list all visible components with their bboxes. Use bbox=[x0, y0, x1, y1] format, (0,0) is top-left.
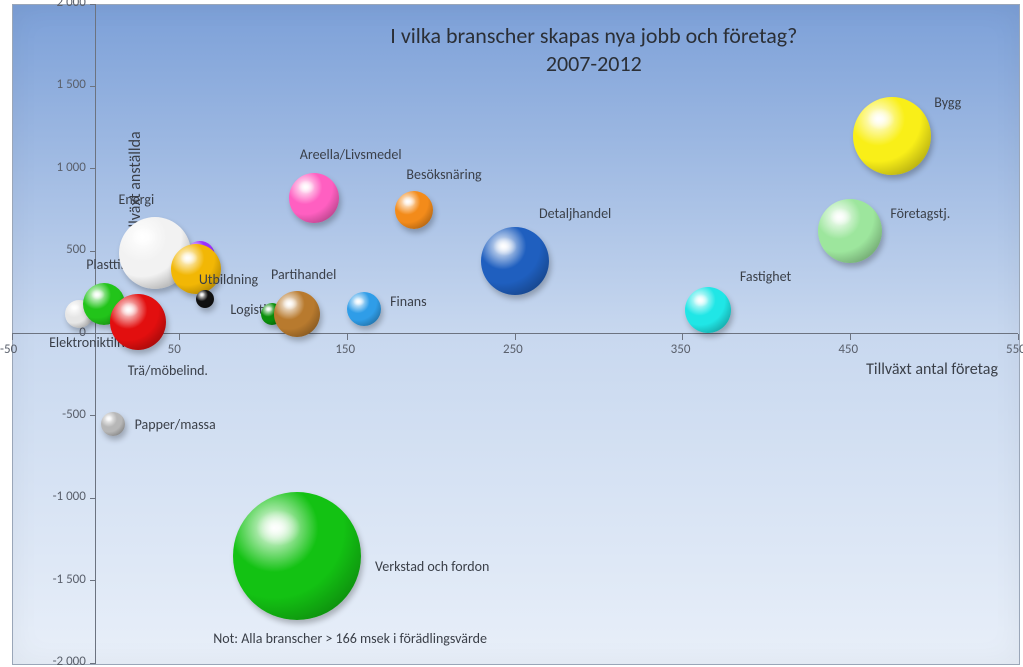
bubble bbox=[274, 291, 320, 337]
bubble bbox=[233, 492, 361, 620]
x-tick-label: 550 bbox=[1006, 342, 1023, 357]
chart-footnote: Not: Alla branscher > 166 msek i förädli… bbox=[213, 630, 487, 647]
x-axis-label: Tillväxt antal företag bbox=[866, 360, 998, 379]
bubble-label: Areella/Livsmedel bbox=[300, 146, 402, 163]
x-tick-label: 350 bbox=[671, 342, 691, 357]
y-tick-label: 1 000 bbox=[57, 160, 86, 175]
bubble-label: Papper/massa bbox=[135, 416, 216, 433]
x-tick-label: -50 bbox=[0, 342, 17, 357]
x-tick-label: 250 bbox=[503, 342, 523, 357]
chart-title-line2: 2007-2012 bbox=[546, 50, 642, 77]
y-tick-mark bbox=[90, 168, 96, 169]
y-tick-mark bbox=[90, 86, 96, 87]
x-tick-mark bbox=[12, 334, 13, 340]
bubble bbox=[818, 199, 882, 263]
bubble-label: Besöksnäring bbox=[406, 166, 481, 183]
bubble-label: Fastighet bbox=[740, 268, 791, 285]
bubble bbox=[481, 227, 549, 295]
bubble-label: Detaljhandel bbox=[539, 205, 611, 222]
bubble-label: Finans bbox=[390, 293, 427, 310]
y-tick-label: -1 000 bbox=[53, 489, 86, 504]
y-tick-label: 500 bbox=[66, 242, 86, 257]
bubble-label: Företagstj. bbox=[890, 205, 950, 222]
x-tick-label: 50 bbox=[168, 342, 181, 357]
bubble bbox=[101, 412, 125, 436]
bubble bbox=[685, 287, 731, 333]
y-tick-label: -500 bbox=[62, 407, 86, 422]
bubble bbox=[853, 97, 931, 175]
y-tick-mark bbox=[90, 4, 96, 5]
bubble-label: Utbildning bbox=[199, 271, 258, 288]
y-tick-mark bbox=[90, 251, 96, 252]
x-tick-mark bbox=[347, 334, 348, 340]
bubble bbox=[110, 294, 166, 350]
y-tick-label: 1 500 bbox=[57, 77, 86, 92]
y-tick-label: -2 000 bbox=[53, 654, 86, 667]
bubble bbox=[289, 173, 339, 223]
x-tick-mark bbox=[1018, 334, 1019, 340]
bubble bbox=[347, 292, 381, 326]
bubble-label: Verkstad och fordon bbox=[375, 558, 489, 575]
x-tick-label: 150 bbox=[335, 342, 355, 357]
x-tick-mark bbox=[179, 334, 180, 340]
chart-title: I vilka branscher skapas nya jobb och fö… bbox=[314, 22, 874, 77]
bubble-label: Partihandel bbox=[271, 266, 336, 283]
y-tick-mark bbox=[90, 580, 96, 581]
y-tick-label: 2 000 bbox=[57, 0, 86, 10]
bubble-label: Bygg bbox=[934, 94, 961, 111]
bubble-label: Energi bbox=[119, 191, 155, 208]
y-tick-mark bbox=[90, 415, 96, 416]
chart-title-line1: I vilka branscher skapas nya jobb och fö… bbox=[390, 22, 797, 49]
x-tick-mark bbox=[682, 334, 683, 340]
y-tick-mark bbox=[90, 498, 96, 499]
y-tick-mark bbox=[90, 663, 96, 664]
x-tick-mark bbox=[515, 334, 516, 340]
bubble-chart: Tillväxt anställda Tillväxt antal företa… bbox=[0, 0, 1023, 667]
x-tick-label: 450 bbox=[838, 342, 858, 357]
bubble-label: Trä/möbelind. bbox=[128, 362, 208, 379]
x-tick-mark bbox=[850, 334, 851, 340]
bubble bbox=[196, 290, 214, 308]
bubble bbox=[395, 191, 433, 229]
y-tick-label: -1 500 bbox=[53, 572, 86, 587]
